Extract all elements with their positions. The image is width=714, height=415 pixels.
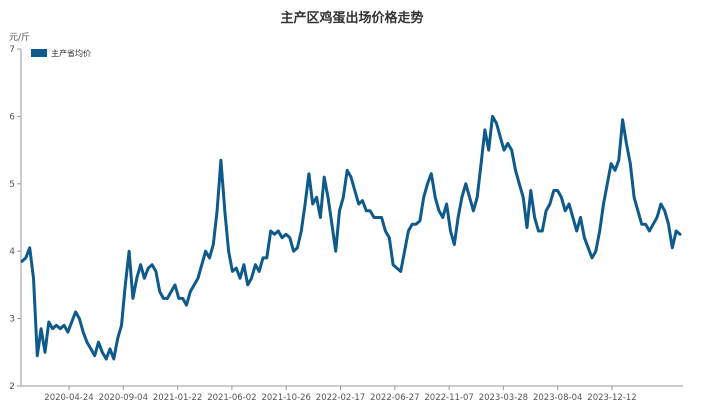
x-tick-label: 2022-06-27 — [370, 393, 419, 403]
y-tick-label: 4 — [9, 247, 15, 257]
x-tick-label: 2022-11-07 — [424, 393, 473, 403]
x-tick-label: 2023-12-12 — [587, 393, 636, 403]
chart-title: 主产区鸡蛋出场价格走势 — [280, 10, 423, 26]
x-tick-label: 2020-04-24 — [44, 393, 93, 403]
legend-swatch — [31, 49, 47, 57]
legend: 主产省均价 — [31, 48, 91, 58]
y-tick-label: 6 — [9, 112, 15, 122]
legend-label: 主产省均价 — [51, 48, 91, 58]
y-tick-label: 5 — [9, 180, 15, 190]
series-line-province-average — [20, 114, 682, 361]
y-axis-unit-label: 元/斤 — [9, 32, 30, 43]
x-tick-label: 2023-03-28 — [479, 393, 528, 403]
x-tick-label: 2022-02-17 — [316, 393, 365, 403]
x-tick-label: 2023-08-04 — [533, 393, 582, 403]
y-axis: 2 3 4 5 6 7 — [9, 45, 22, 392]
x-axis: 2020-04-24 2020-09-04 2021-01-22 2021-06-02… — [21, 385, 683, 403]
y-tick-label: 2 — [9, 382, 15, 392]
x-tick-label: 2021-06-02 — [207, 393, 256, 403]
y-tick-label: 3 — [9, 315, 15, 325]
x-tick-label: 2021-10-26 — [261, 393, 310, 403]
y-tick-label: 7 — [9, 45, 15, 55]
x-tick-label: 2020-09-04 — [99, 393, 148, 403]
x-tick-label: 2021-01-22 — [153, 393, 202, 403]
